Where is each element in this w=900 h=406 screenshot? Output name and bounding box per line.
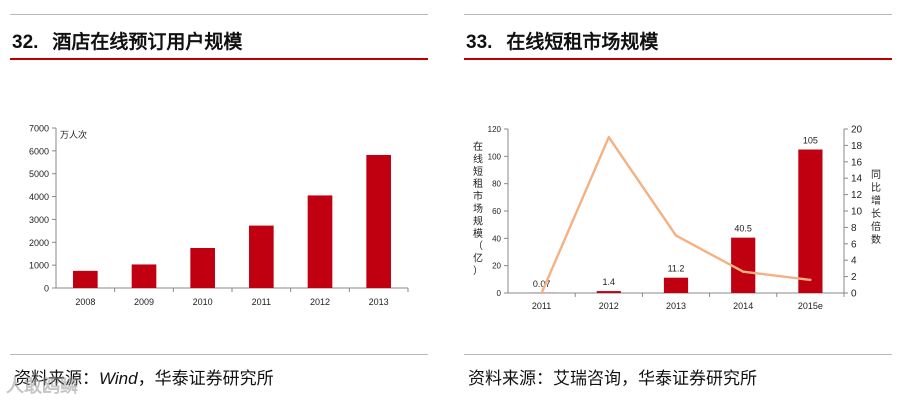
figure-number: 32. [12, 32, 39, 53]
bar-data-label: 0.07 [533, 279, 551, 289]
right-y-axis-title-char: 数 [871, 233, 881, 246]
right-y-tick-label: 8 [851, 223, 857, 234]
right-y-tick-label: 4 [851, 256, 857, 267]
panel-short-rental: 33. 在线短租市场规模 0 20 40 60 80 100 120 0 2 4 6 8 10 12 14 16… [464, 0, 892, 406]
bottom-divider [10, 354, 428, 355]
y-tick-label: 5000 [29, 169, 49, 179]
left-y-axis-title-char: 规 [473, 214, 483, 227]
left-y-axis-title-char: 租 [473, 177, 483, 190]
growth-line-point [674, 234, 678, 237]
left-y-tick-label: 100 [488, 152, 502, 161]
chart-title: 32. 酒店在线预订用户规模 [12, 27, 242, 54]
right-y-axis-title-char: 长 [871, 208, 881, 220]
title-underline [464, 58, 892, 60]
bar-data-label: 105 [803, 136, 818, 146]
left-y-axis-title-char: 模 [473, 228, 483, 240]
right-y-tick-label: 0 [851, 289, 857, 300]
left-y-axis-title-char: 短 [473, 165, 483, 178]
y-tick-label: 0 [44, 284, 49, 294]
bar-2011 [249, 225, 274, 288]
x-tick-label: 2010 [193, 297, 213, 307]
right-y-axis-title-char: 同 [871, 169, 881, 181]
bar-2014 [731, 237, 756, 293]
y-tick-label: 3000 [29, 215, 49, 225]
x-tick-label: 2013 [369, 297, 389, 307]
x-tick-label: 2012 [599, 301, 619, 311]
right-y-axis-title-char: 倍 [871, 220, 881, 233]
y-axis-unit-label: 万人次 [60, 129, 87, 140]
left-y-tick-label: 120 [488, 125, 502, 134]
left-y-axis-title-char: 场 [473, 202, 483, 215]
left-y-axis-title-char: 线 [473, 152, 483, 165]
bar-2012 [596, 291, 621, 293]
left-y-axis-title-char: 在 [473, 141, 483, 153]
bar-2010 [190, 248, 215, 288]
x-tick-label: 2013 [666, 301, 686, 311]
right-y-tick-label: 14 [851, 174, 863, 185]
growth-line-point [809, 278, 812, 282]
bar-data-label: 11.2 [668, 264, 685, 274]
right-y-tick-label: 2 [851, 272, 857, 283]
title-text: 酒店在线预订用户规模 [52, 32, 243, 53]
left-y-axis-title-char: ） [473, 265, 483, 277]
left-y-tick-label: 0 [497, 289, 502, 298]
bar-2013 [366, 154, 391, 288]
right-y-tick-label: 16 [851, 157, 863, 168]
left-y-tick-label: 40 [492, 234, 501, 243]
source-prefix: 资料来源： [14, 369, 99, 388]
left-y-axis-title-char: 市 [473, 190, 483, 203]
left-y-axis-title-char: 亿 [473, 252, 483, 265]
x-tick-label: 2009 [134, 297, 154, 307]
figure-number: 33. [466, 32, 493, 53]
left-y-axis-title-char: （ [473, 240, 483, 252]
left-y-tick-label: 80 [492, 180, 501, 189]
growth-line-point [607, 136, 610, 139]
bar-2009 [131, 264, 157, 288]
bar-2012 [307, 195, 333, 288]
x-tick-label: 2008 [75, 297, 95, 307]
x-tick-label: 2011 [532, 301, 551, 311]
watermark: 人敢鸥鳞 [6, 376, 78, 396]
x-tick-label: 2011 [252, 297, 271, 307]
chart-title: 33. 在线短租市场规模 [466, 27, 658, 54]
hotel-users-bar-chart: 0 1000 2000 3000 4000 5000 6000 7000 万人次 2008 2009… [29, 124, 409, 307]
x-tick-label: 2015e [798, 301, 823, 311]
source-suffix: ，华泰证券研究所 [137, 369, 274, 388]
right-y-tick-label: 12 [851, 190, 863, 201]
x-tick-label: 2012 [310, 297, 330, 307]
panel-hotel-users: 32. 酒店在线预订用户规模 0 1000 2000 3000 4000 5000 6000 7… [10, 0, 428, 406]
source-note: 资料来源：Wind，华泰证券研究所 [14, 364, 274, 389]
title-text: 在线短租市场规模 [506, 32, 659, 53]
right-y-tick-label: 6 [851, 239, 857, 250]
bar-data-label: 40.5 [734, 224, 752, 234]
top-divider [10, 14, 428, 15]
source-wind: Wind [99, 369, 138, 388]
right-y-tick-label: 10 [851, 207, 863, 218]
right-y-axis-title-char: 比 [871, 182, 881, 194]
y-tick-label: 1000 [29, 261, 49, 271]
top-divider [464, 14, 892, 15]
bar-2013 [663, 277, 689, 293]
right-y-axis-title-char: 增 [871, 194, 881, 207]
x-tick-label: 2014 [733, 301, 753, 311]
right-y-tick-label: 20 [851, 125, 863, 136]
left-y-tick-label: 20 [492, 262, 501, 271]
y-tick-label: 4000 [29, 192, 49, 202]
short-rental-combo-chart: 0 20 40 60 80 100 120 0 2 4 6 8 10 12 14 16 18 20 在线短租市场规模… [473, 125, 881, 312]
y-tick-label: 7000 [29, 124, 49, 134]
growth-line-point [540, 291, 543, 295]
bar-data-label: 1.4 [603, 277, 616, 287]
bar-2015e [798, 149, 823, 293]
y-tick-label: 6000 [29, 146, 49, 156]
bar-2008 [73, 270, 98, 288]
source-note: 资料来源：艾瑞咨询，华泰证券研究所 [468, 369, 757, 388]
right-y-tick-label: 18 [851, 141, 863, 152]
left-y-tick-label: 60 [492, 207, 501, 216]
title-underline [10, 58, 428, 60]
bottom-divider [464, 354, 892, 355]
y-tick-label: 2000 [29, 238, 49, 248]
growth-line-point [742, 270, 745, 273]
